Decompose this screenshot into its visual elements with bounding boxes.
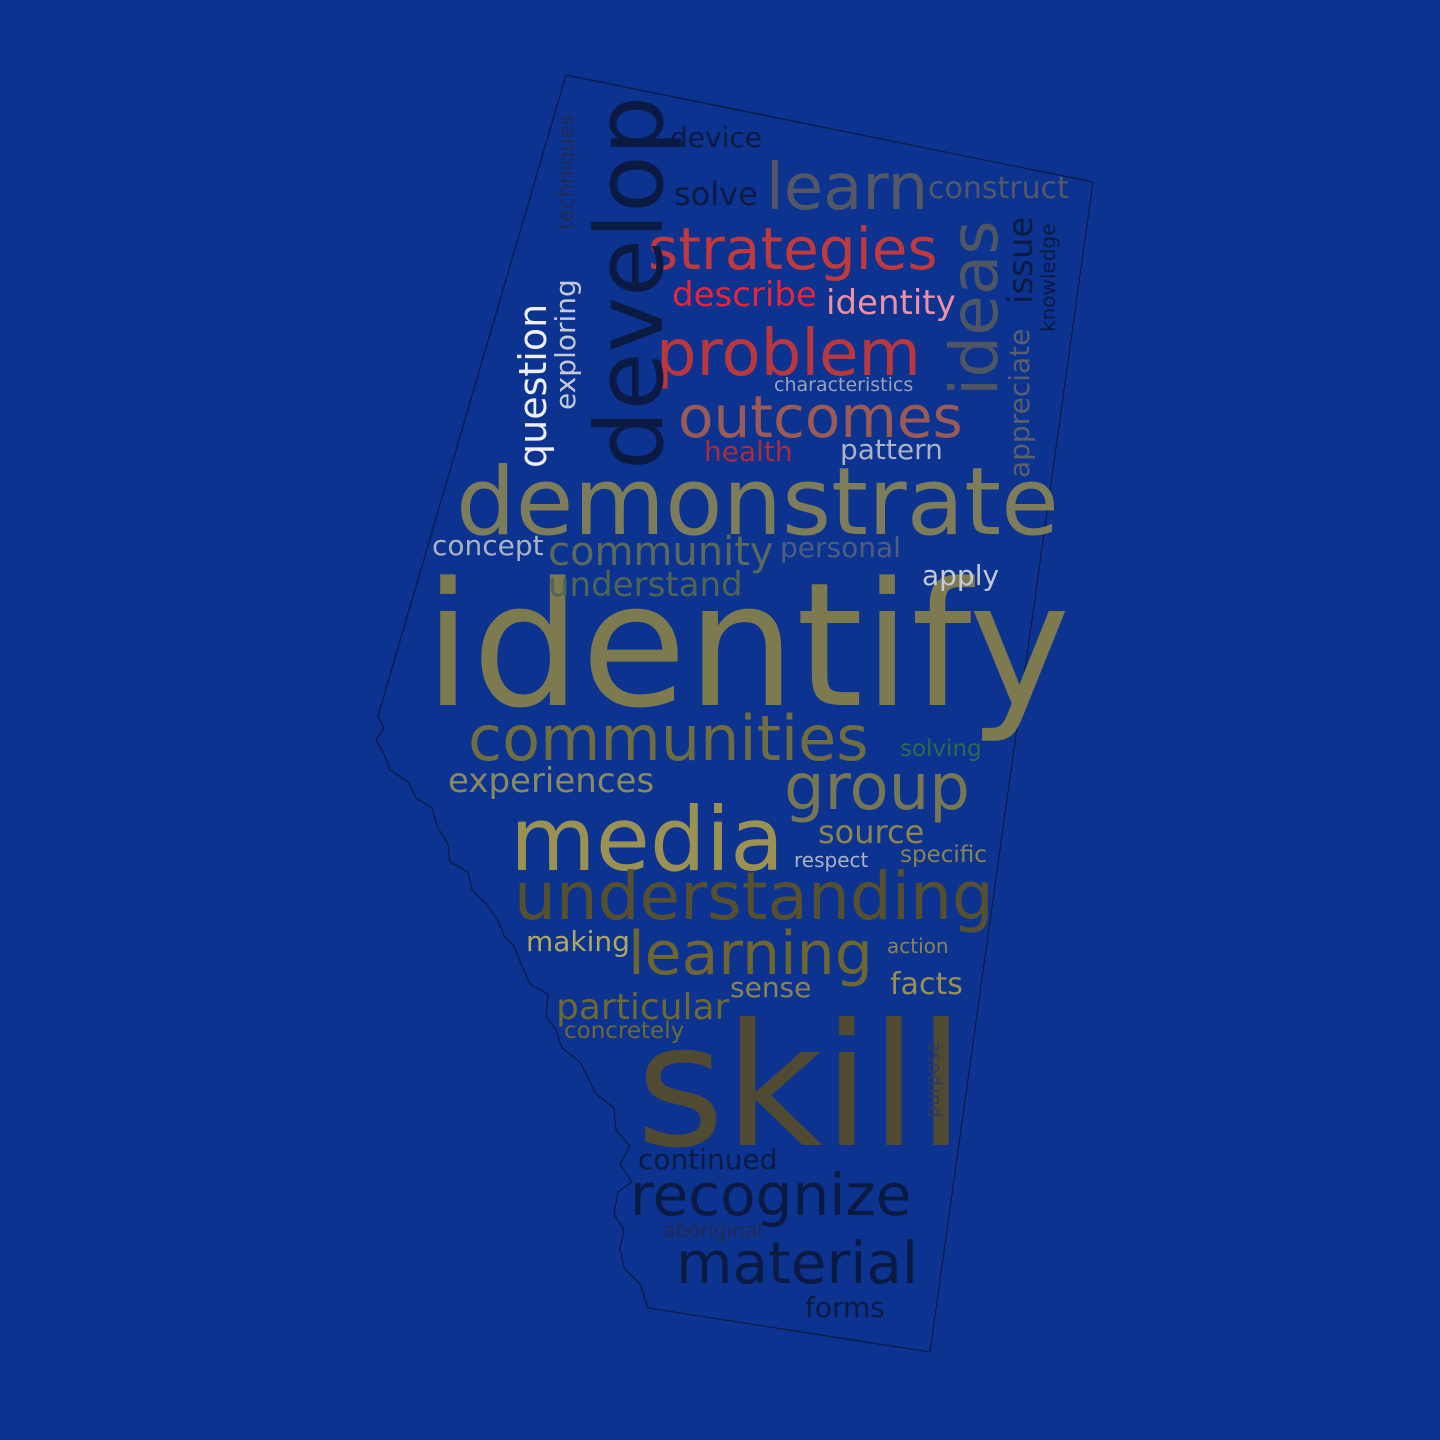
word-aboriginal: aboriginal [663, 1218, 763, 1242]
word-pattern: pattern [840, 433, 943, 466]
word-particular: particular [556, 987, 730, 1028]
word-personal: personal [780, 531, 901, 564]
word-concept: concept [432, 529, 544, 562]
word-outcomes: outcomes [678, 383, 963, 451]
word-purpose: purpose [922, 1040, 944, 1118]
province-border [375, 74, 1094, 1353]
word-material: material [676, 1229, 919, 1297]
word-learning: learning [628, 919, 873, 989]
word-specific: specific [900, 842, 987, 868]
word-issue: issue [1001, 216, 1041, 304]
word-identify: identify [424, 545, 1071, 746]
word-recognize: recognize [630, 1161, 912, 1229]
word-source: source [818, 813, 925, 851]
word-solving: solving [900, 736, 982, 762]
word-communities: communities [468, 702, 869, 775]
word-develop: develop [576, 95, 685, 470]
word-continued: continued [638, 1143, 778, 1176]
word-action: action [887, 934, 949, 958]
word-identity: identity [826, 283, 956, 323]
word-device: device [670, 121, 762, 154]
word-question: question [511, 303, 555, 468]
word-forms: forms [805, 1291, 885, 1324]
word-community: community [548, 529, 774, 575]
word-understanding: understanding [514, 858, 994, 935]
word-exploring: exploring [549, 279, 582, 410]
word-ideas: ideas [936, 220, 1013, 396]
word-group: group [784, 751, 970, 825]
word-solve: solve [674, 175, 758, 213]
word-apply: apply [922, 559, 1000, 592]
word-understand: understand [548, 565, 743, 605]
word-concretely: concretely [564, 1018, 685, 1044]
word-sense: sense [730, 971, 812, 1004]
word-health: health [704, 435, 793, 468]
word-appreciate: appreciate [1003, 328, 1036, 478]
word-learn: learn [766, 151, 929, 225]
word-techniques: techniques [554, 114, 578, 230]
word-knowledge: knowledge [1036, 223, 1060, 332]
word-skill: skill [636, 988, 965, 1186]
word-demonstrate: demonstrate [456, 448, 1059, 557]
word-media: media [510, 788, 785, 891]
word-making: making [526, 925, 630, 958]
word-respect: respect [794, 848, 869, 872]
word-strategies: strategies [648, 215, 938, 283]
word-experiences: experiences [448, 761, 655, 801]
word-describe: describe [672, 275, 817, 315]
word-problem: problem [656, 317, 921, 391]
word-construct: construct [928, 171, 1069, 206]
word-facts: facts [890, 967, 963, 1002]
word-characteristics: characteristics [774, 374, 914, 396]
